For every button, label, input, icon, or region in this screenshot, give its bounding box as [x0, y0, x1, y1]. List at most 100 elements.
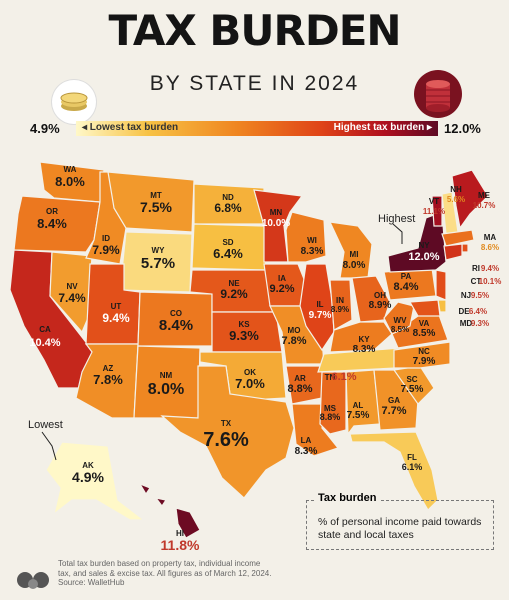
- state-value-nj: 9.5%: [471, 291, 489, 300]
- state-value-oh: 8.9%: [369, 300, 392, 311]
- state-name-ma: MA: [484, 233, 497, 242]
- state-value-or: 8.4%: [37, 216, 67, 231]
- state-name-wa: WA: [64, 165, 77, 174]
- state-name-oh: OH: [374, 291, 386, 300]
- state-value-nm: 8.0%: [148, 381, 184, 398]
- state-value-ne: 9.2%: [220, 287, 248, 301]
- state-value-al: 7.5%: [347, 410, 370, 421]
- state-value-mi: 8.0%: [343, 260, 366, 271]
- state-tx: [160, 365, 295, 499]
- state-value-tn: 6.1%: [331, 371, 356, 383]
- state-value-ct: 10.1%: [479, 277, 502, 286]
- state-name-nh: NH: [450, 185, 462, 194]
- state-name-nv: NV: [66, 282, 78, 291]
- state-name-pa: PA: [401, 272, 412, 281]
- highest-callout: Highest: [378, 213, 415, 225]
- state-value-de: 6.4%: [469, 307, 487, 316]
- state-value-wv: 8.5%: [391, 325, 409, 334]
- state-value-mt: 7.5%: [140, 199, 172, 215]
- state-name-ut: UT: [111, 302, 122, 311]
- state-name-ri: RI: [472, 264, 480, 273]
- state-me: [451, 169, 489, 230]
- state-nc: [393, 341, 451, 369]
- state-value-sd: 6.4%: [213, 246, 243, 261]
- state-value-ia: 9.2%: [269, 283, 294, 295]
- state-il: [299, 263, 335, 352]
- state-name-nj: NJ: [461, 291, 471, 300]
- state-name-mt: MT: [150, 191, 162, 200]
- state-name-nm: NM: [160, 371, 173, 380]
- state-vt: [431, 195, 443, 227]
- state-in: [329, 279, 353, 331]
- state-name-ny: NY: [418, 241, 430, 250]
- state-value-sc: 7.5%: [401, 384, 424, 395]
- state-value-me: 10.7%: [473, 201, 496, 210]
- footnote-line-1: Total tax burden based on property tax, …: [58, 559, 261, 568]
- state-value-nc: 7.9%: [413, 356, 436, 367]
- footnote-line-2: tax, and sales & excise tax. All figures…: [58, 568, 272, 578]
- state-mn: [253, 189, 304, 263]
- state-ma: [441, 229, 475, 247]
- state-fl: [349, 431, 439, 511]
- state-value-vt: 11.1%: [423, 207, 445, 216]
- state-name-mo: MO: [288, 326, 301, 335]
- legend-high-label: Highest tax burden ▸: [333, 122, 432, 133]
- state-md: [409, 299, 441, 317]
- state-name-or: OR: [46, 207, 58, 216]
- state-value-ma: 8.6%: [481, 243, 499, 252]
- footnote: Total tax burden based on property tax, …: [58, 559, 298, 588]
- state-name-sc: SC: [406, 375, 417, 384]
- state-name-hi: HI: [176, 529, 184, 538]
- state-name-me: ME: [478, 191, 491, 200]
- state-name-vt: VT: [429, 197, 439, 206]
- state-ms: [319, 371, 347, 435]
- state-value-ky: 8.3%: [353, 344, 376, 355]
- page-title: TAX BURDEN: [108, 6, 401, 55]
- state-ri: [461, 243, 469, 253]
- state-name-tx: TX: [221, 419, 232, 428]
- state-value-la: 8.3%: [295, 446, 318, 457]
- state-oh: [351, 275, 391, 323]
- state-ct: [443, 243, 463, 261]
- key-text: % of personal income paid towards state …: [318, 516, 482, 541]
- state-name-de: DE: [458, 307, 470, 316]
- state-wi: [285, 211, 327, 263]
- state-value-ok: 7.0%: [235, 376, 265, 391]
- state-value-mn: 10.0%: [262, 218, 290, 229]
- legend-low-label: ◂ Lowest tax burden: [82, 122, 179, 133]
- state-value-ny: 12.0%: [408, 251, 439, 263]
- state-mt: [107, 171, 195, 233]
- state-value-tx: 7.6%: [203, 429, 249, 451]
- state-name-la: LA: [301, 436, 312, 445]
- state-value-ca: 10.4%: [29, 337, 60, 349]
- state-name-il: IL: [316, 300, 323, 309]
- state-value-wy: 5.7%: [141, 255, 175, 272]
- state-wv: [383, 301, 415, 335]
- state-value-ms: 8.8%: [320, 412, 341, 422]
- footnote-line-3: Source: WalletHub: [58, 578, 125, 587]
- state-name-fl: FL: [407, 453, 417, 462]
- state-value-ak: 4.9%: [72, 469, 104, 485]
- lowest-callout-line: [41, 431, 57, 461]
- state-name-wy: WY: [152, 246, 166, 255]
- state-name-ia: IA: [278, 274, 286, 283]
- state-name-ky: KY: [358, 335, 370, 344]
- low-coins-icon: [52, 80, 96, 124]
- state-value-wa: 8.0%: [55, 174, 85, 189]
- state-name-wv: WV: [394, 316, 408, 325]
- state-name-va: VA: [419, 319, 430, 328]
- state-value-ar: 8.8%: [287, 383, 312, 395]
- high-coins-icon: [414, 70, 462, 118]
- state-value-nh: 5.6%: [447, 195, 465, 204]
- highest-callout-line: [392, 223, 403, 244]
- state-va: [391, 311, 449, 349]
- state-name-nc: NC: [418, 347, 430, 356]
- state-value-hi: 11.8%: [161, 537, 200, 553]
- state-name-mi: MI: [350, 250, 359, 259]
- state-name-ct: CT: [471, 277, 482, 286]
- legend-max-value: 12.0%: [444, 121, 481, 136]
- state-value-ga: 7.7%: [381, 405, 406, 417]
- state-name-ks: KS: [238, 320, 250, 329]
- legend-gradient-bar: ◂ Lowest tax burden Highest tax burden ▸: [76, 121, 438, 136]
- state-name-tn: TN: [325, 373, 336, 382]
